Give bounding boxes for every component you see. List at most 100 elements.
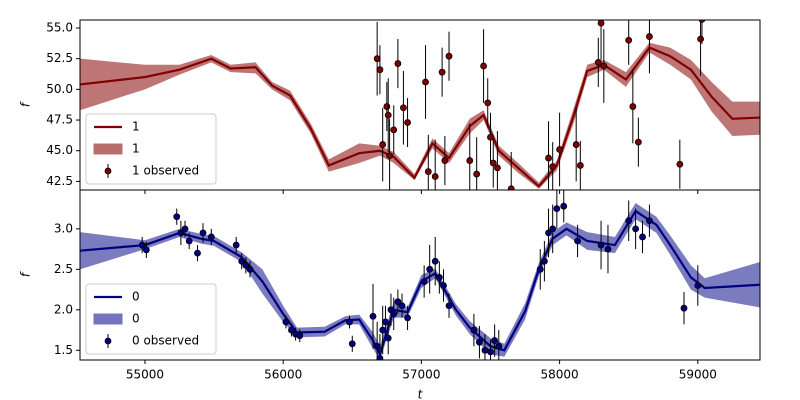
observed-point <box>404 314 411 322</box>
observed-point <box>698 20 706 23</box>
observed-point <box>426 265 434 273</box>
observed-point <box>576 162 584 169</box>
y-axis-label: f <box>19 271 33 277</box>
observed-point <box>545 229 552 237</box>
observed-point <box>629 103 637 110</box>
observed-point <box>173 213 181 221</box>
observed-point <box>177 229 185 237</box>
legend-label: 1 observed <box>132 164 199 178</box>
observed-point <box>199 229 207 237</box>
legend-label: 1 <box>132 142 140 156</box>
y-tick-label: 1.5 <box>54 343 73 357</box>
observed-point <box>232 241 240 249</box>
observed-point <box>487 348 494 356</box>
observed-point <box>242 261 250 269</box>
observed-point <box>597 20 605 27</box>
observed-point <box>495 342 503 350</box>
y-tick-label: 2.5 <box>54 262 73 276</box>
observed-point <box>625 36 633 44</box>
observed-point <box>185 237 193 245</box>
observed-point <box>572 141 580 148</box>
observed-point <box>138 241 146 249</box>
observed-point <box>489 159 497 167</box>
observed-point <box>435 274 443 281</box>
y-tick-label: 45.0 <box>46 143 73 157</box>
x-tick-label: 56000 <box>264 368 302 382</box>
observed-point <box>181 225 189 233</box>
observed-point <box>545 154 552 162</box>
x-tick-label: 57000 <box>402 368 440 382</box>
observed-point <box>390 310 398 318</box>
observed-point <box>440 282 447 289</box>
y-tick-label: 47.5 <box>46 113 73 127</box>
observed-point <box>369 312 377 320</box>
observed-point <box>536 265 544 273</box>
observed-point <box>376 66 384 74</box>
observed-point <box>473 170 481 178</box>
observed-point <box>194 249 201 257</box>
observed-point <box>420 278 428 285</box>
observed-point <box>604 245 612 253</box>
observed-point <box>697 35 704 43</box>
observed-point <box>549 225 557 233</box>
legend-patch <box>93 143 123 155</box>
observed-point <box>574 237 581 245</box>
observed-point <box>431 257 439 265</box>
observed-point <box>556 146 563 153</box>
observed-point <box>424 168 432 175</box>
legend-patch <box>93 313 123 325</box>
observed-point <box>404 119 411 126</box>
observed-point <box>207 233 215 241</box>
observed-point <box>383 103 391 110</box>
observed-point <box>296 332 304 340</box>
legend-box <box>85 283 217 355</box>
y-tick-label: 52.5 <box>46 51 73 65</box>
observed-point <box>441 157 449 164</box>
observed-point <box>491 337 499 344</box>
observed-point <box>481 346 489 354</box>
observed-point <box>394 60 402 67</box>
observed-point <box>445 52 453 60</box>
observed-point <box>238 257 246 265</box>
observed-point <box>394 298 402 306</box>
observed-point <box>553 205 561 213</box>
x-tick-label: 59000 <box>679 368 717 382</box>
plot-area <box>80 190 760 360</box>
observed-point <box>476 338 483 346</box>
observed-point <box>282 318 290 326</box>
observed-point <box>625 217 633 225</box>
observed-point <box>560 202 568 210</box>
observed-point <box>373 55 381 63</box>
x-tick-label: 58000 <box>540 368 578 382</box>
observed-point <box>384 111 392 119</box>
observed-point <box>142 246 150 254</box>
observed-point <box>346 318 353 326</box>
observed-point <box>398 302 406 310</box>
y-tick-label: 55.0 <box>46 20 73 34</box>
observed-point <box>540 257 548 265</box>
legend-label: 0 observed <box>132 334 199 348</box>
observed-point <box>373 342 381 350</box>
y-tick-label: 42.5 <box>46 174 73 188</box>
legend: 1 1 1 observed <box>85 113 217 185</box>
observed-point <box>646 217 653 225</box>
x-tick-label: 55000 <box>126 368 164 382</box>
legend-box <box>85 113 217 185</box>
observed-point <box>246 265 254 273</box>
observed-point <box>480 62 487 70</box>
observed-point <box>400 104 407 112</box>
observed-point <box>507 185 515 190</box>
axes-frame <box>79 189 761 361</box>
y-axis-label: f <box>19 101 33 107</box>
mean-line <box>80 46 760 188</box>
legend-marker <box>104 337 112 345</box>
observed-point <box>594 58 602 66</box>
observed-point <box>493 164 501 172</box>
legend-label: 1 <box>132 120 140 134</box>
observed-point <box>694 282 702 289</box>
y-tick-label: 3.0 <box>54 221 73 235</box>
observed-point <box>386 152 393 160</box>
observed-point <box>422 78 429 86</box>
observed-point <box>384 334 392 342</box>
